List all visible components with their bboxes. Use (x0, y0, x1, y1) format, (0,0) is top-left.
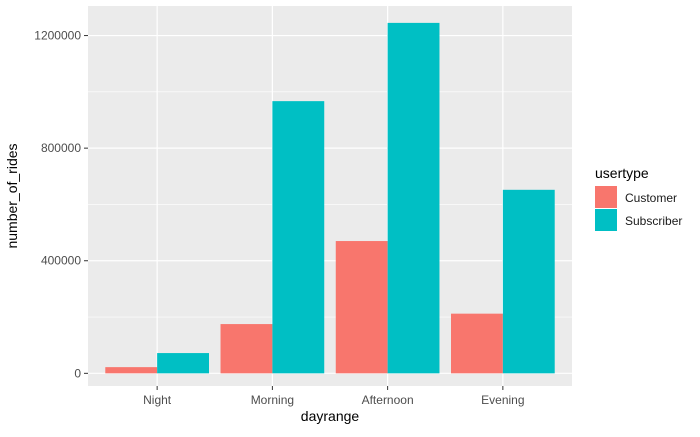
bar-customer-night (105, 367, 158, 374)
x-tick-label: Afternoon (362, 393, 414, 407)
y-axis-title: number_of_rides (4, 143, 20, 248)
bar-subscriber-afternoon (387, 22, 440, 374)
legend-key-subscriber (595, 209, 617, 231)
bar-customer-morning (220, 324, 273, 374)
y-tick-label: 400000 (41, 254, 81, 268)
bar-subscriber-evening (502, 189, 555, 374)
x-tick-label: Morning (251, 393, 294, 407)
bar-customer-evening (451, 313, 503, 374)
x-tick-label: Night (143, 393, 172, 407)
x-tick-label: Evening (481, 393, 524, 407)
legend-label-customer: Customer (625, 191, 677, 205)
bars (105, 22, 555, 374)
y-tick-label: 0 (74, 366, 81, 380)
x-axis-title: dayrange (301, 408, 360, 424)
x-axis: Night Morning Afternoon Evening (143, 386, 525, 407)
y-axis: 0 400000 800000 1200000 (34, 29, 88, 380)
bar-customer-afternoon (335, 241, 388, 374)
legend-title: usertype (595, 165, 649, 181)
y-tick-label: 800000 (41, 141, 81, 155)
bar-subscriber-night (157, 353, 209, 374)
bar-subscriber-morning (272, 101, 325, 374)
legend: usertype Customer Subscriber (595, 165, 682, 231)
legend-label-subscriber: Subscriber (625, 214, 682, 228)
legend-key-customer (595, 186, 617, 208)
y-tick-label: 1200000 (34, 29, 81, 43)
